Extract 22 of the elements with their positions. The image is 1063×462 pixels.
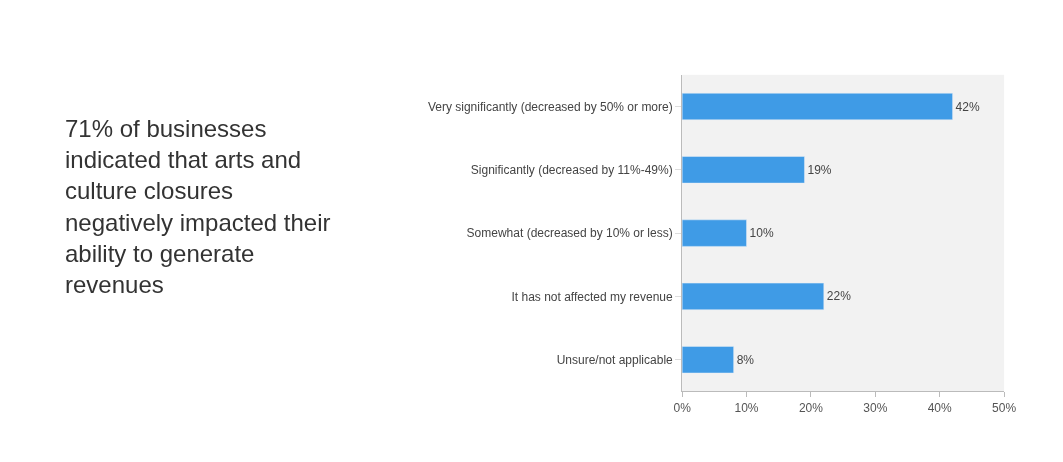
x-tick-label: 20% — [798, 400, 824, 415]
x-tick-label: 40% — [927, 400, 953, 415]
data-label: 8% — [736, 352, 755, 367]
bar — [682, 156, 805, 184]
y-tick-label: Somewhat (decreased by 10% or less) — [466, 226, 673, 241]
data-label: 19% — [807, 162, 832, 177]
y-tick-label: Very significantly (decreased by 50% or more) — [427, 99, 673, 114]
x-tick-label: 30% — [863, 400, 888, 415]
x-tick-label: 50% — [992, 400, 1017, 415]
y-tick-label: Unsure/not applicable — [556, 352, 674, 367]
bar — [682, 346, 734, 374]
y-tick-label: It has not affected my revenue — [511, 289, 674, 304]
x-tick-label: 0% — [673, 400, 692, 415]
x-tick-label: 10% — [734, 400, 759, 415]
bar — [682, 282, 825, 310]
text: 71% of businesses indicated that arts and culture closures negatively impacted their ability to generate revenues — [65, 115, 331, 298]
bar — [682, 219, 747, 247]
data-label: 10% — [749, 226, 774, 241]
data-label: 22% — [826, 289, 852, 304]
y-tick-label: Significantly (decreased by 11%-49%) — [470, 163, 673, 178]
data-label: 42% — [955, 99, 980, 114]
bar — [682, 92, 953, 121]
